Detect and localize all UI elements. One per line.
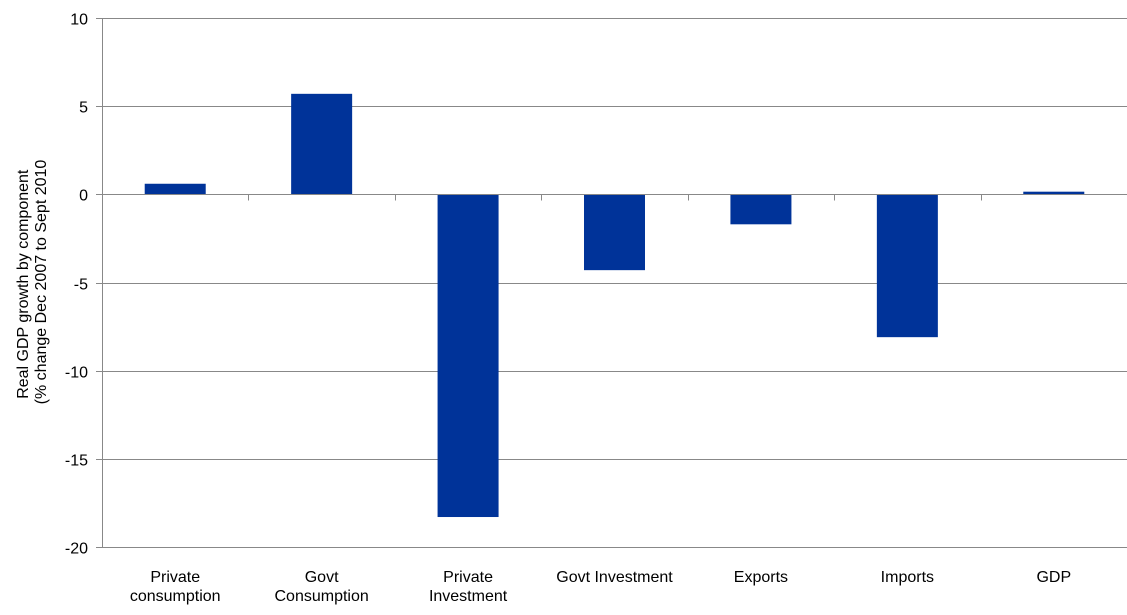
- bar: [437, 194, 499, 518]
- y-tick-label: 0: [79, 188, 88, 205]
- x-category-label: Private Investment: [429, 569, 508, 605]
- y-tick-label: -10: [65, 365, 88, 382]
- x-category-label-line: GDP: [1036, 569, 1071, 586]
- x-category-label-line: Govt: [305, 569, 339, 586]
- x-category-labels: Private consumption Govt Consumption Private…: [130, 569, 1071, 605]
- x-category-label: Govt Consumption: [275, 569, 369, 605]
- bar: [876, 194, 938, 338]
- y-tick-labels: 10 5 0 -5 -10 -15 -20: [65, 12, 88, 558]
- y-tick-label: -20: [65, 541, 88, 558]
- y-tick-label: 5: [79, 100, 88, 117]
- x-category-label: Exports: [734, 569, 788, 586]
- x-category-label-line: Private: [150, 569, 200, 586]
- y-tick-label: 10: [70, 12, 88, 29]
- gridlines: [102, 18, 1127, 548]
- x-category-label-line: consumption: [130, 588, 221, 605]
- y-axis-title-line-2: (% change Dec 2007 to Sept 2010: [33, 160, 50, 405]
- y-tick-label: -15: [65, 453, 88, 470]
- x-category-label: Govt Investment: [556, 569, 673, 586]
- axes: [96, 18, 1127, 548]
- x-category-label-line: Private: [443, 569, 493, 586]
- x-category-label-line: Consumption: [275, 588, 369, 605]
- y-tick-label: -5: [74, 277, 88, 294]
- bar: [1023, 191, 1085, 195]
- x-category-label: Private consumption: [130, 569, 221, 605]
- y-axis-title: Real GDP growth by component (% change D…: [15, 160, 50, 405]
- x-category-label-line: Investment: [429, 588, 508, 605]
- bar: [291, 93, 353, 195]
- x-category-label-line: Exports: [734, 569, 788, 586]
- x-category-label-line: Imports: [881, 569, 934, 586]
- bar: [584, 194, 645, 271]
- x-category-label: Imports: [881, 569, 934, 586]
- bar: [144, 183, 206, 195]
- x-category-label-line: Govt Investment: [556, 569, 673, 586]
- y-axis-title-line-1: Real GDP growth by component: [15, 169, 32, 399]
- bar: [730, 194, 792, 225]
- bars: [144, 93, 1085, 518]
- x-category-label: GDP: [1036, 569, 1071, 586]
